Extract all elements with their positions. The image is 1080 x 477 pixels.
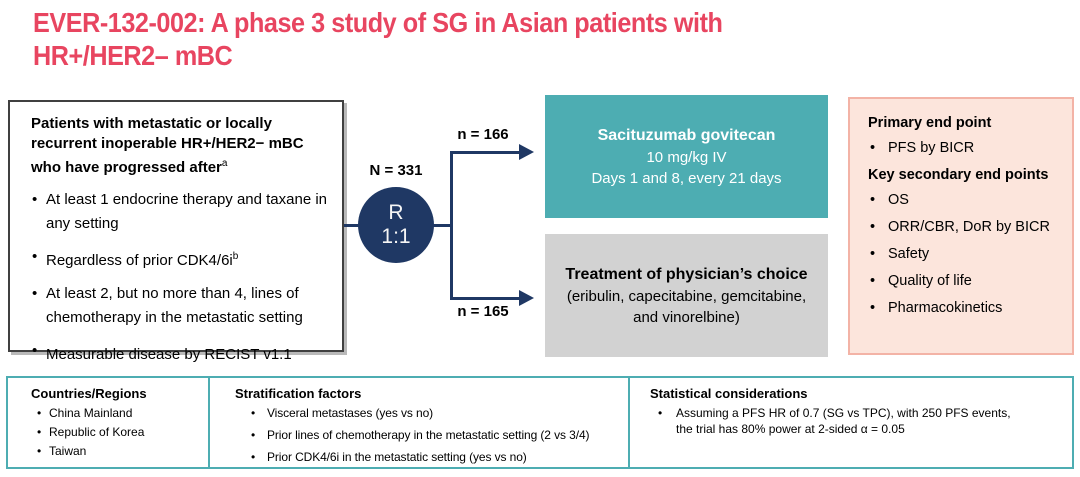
arm2-arrow-line xyxy=(450,297,520,300)
arm1-arrowhead-icon xyxy=(519,144,534,160)
randomization-r: R xyxy=(388,201,404,224)
arm-tpc-box: Treatment of physician’s choice (eribuli… xyxy=(545,234,828,357)
arm1-n-label: n = 166 xyxy=(457,126,509,143)
eligibility-heading: Patients with metastatic or locally recu… xyxy=(31,114,332,178)
randomization-circle: R 1:1 xyxy=(358,187,434,263)
connector-circle-to-branch xyxy=(433,224,452,227)
stratification-list: Visceral metastases (yes vs no) Prior li… xyxy=(235,405,628,465)
connector-box-to-circle xyxy=(344,224,359,227)
eligibility-heading-text: Patients with metastatic or locally recu… xyxy=(31,115,304,176)
eligibility-bullet: Measurable disease by RECIST v1.1 xyxy=(31,341,332,365)
stratification-heading: Stratification factors xyxy=(235,386,362,401)
page-title: EVER-132-002: A phase 3 study of SG in A… xyxy=(33,6,723,72)
statistics-list: Assuming a PFS HR of 0.7 (SG vs TPC), wi… xyxy=(650,405,1072,437)
bullet-text: At least 1 endocrine therapy and taxane … xyxy=(46,191,328,232)
eligibility-bullet: At least 1 endocrine therapy and taxane … xyxy=(31,190,332,234)
bullet-text: At least 2, but no more than 4, lines of… xyxy=(46,285,303,326)
primary-endpoint-list: PFS by BICR xyxy=(868,139,1066,157)
branch-vertical-line xyxy=(450,152,453,300)
arm-tpc-drugs-line2: and vinorelbine) xyxy=(633,308,740,326)
country-item: Taiwan xyxy=(31,443,208,459)
arm-sg-title: Sacituzumab govitecan xyxy=(597,126,776,144)
title-line-2: HR+/HER2– mBC xyxy=(33,40,233,71)
arm-sg-schedule: Days 1 and 8, every 21 days xyxy=(591,169,782,187)
endpoints-box: Primary end point PFS by BICR Key second… xyxy=(848,97,1074,355)
stratification-item: Prior lines of chemotherapy in the metas… xyxy=(235,427,628,443)
countries-list: China Mainland Republic of Korea Taiwan xyxy=(31,405,208,459)
endpoint-bullet: OS xyxy=(868,191,1066,209)
endpoint-bullet: PFS by BICR xyxy=(868,139,1066,157)
arm1-arrow-line xyxy=(450,151,520,154)
statistics-column: Statistical considerations Assuming a PF… xyxy=(630,378,1072,467)
country-item: China Mainland xyxy=(31,405,208,421)
countries-heading: Countries/Regions xyxy=(31,386,147,401)
statistics-heading: Statistical considerations xyxy=(650,386,808,401)
stratification-item: Visceral metastases (yes vs no) xyxy=(235,405,628,421)
secondary-endpoint-heading: Key secondary end points xyxy=(868,167,1049,183)
arm2-arrowhead-icon xyxy=(519,290,534,306)
statistics-line-1: Assuming a PFS HR of 0.7 (SG vs TPC), wi… xyxy=(676,406,1011,420)
bullet-text: Regardless of prior CDK4/6i xyxy=(46,252,233,269)
eligibility-bullet-list: At least 1 endocrine therapy and taxane … xyxy=(31,190,332,365)
bullet-text: Measurable disease by RECIST v1.1 xyxy=(46,346,292,363)
country-item: Republic of Korea xyxy=(31,424,208,440)
arm2-n-label: n = 165 xyxy=(457,303,509,320)
endpoint-bullet: Pharmacokinetics xyxy=(868,299,1066,317)
eligibility-bullet: At least 2, but no more than 4, lines of… xyxy=(31,284,332,328)
randomization-ratio: 1:1 xyxy=(381,225,411,248)
countries-column: Countries/Regions China Mainland Republi… xyxy=(8,378,210,467)
n-total-label: N = 331 xyxy=(369,162,423,179)
secondary-endpoint-list: OS ORR/CBR, DoR by BICR Safety Quality o… xyxy=(868,191,1066,317)
footer-box: Countries/Regions China Mainland Republi… xyxy=(6,376,1074,469)
eligibility-box: Patients with metastatic or locally recu… xyxy=(8,100,344,363)
title-line-1: EVER-132-002: A phase 3 study of SG in A… xyxy=(33,7,723,38)
arm-sg-dose: 10 mg/kg IV xyxy=(646,148,727,166)
arm-tpc-drugs-line1: (eribulin, capecitabine, gemcitabine, xyxy=(566,287,807,305)
endpoint-bullet: Safety xyxy=(868,245,1066,263)
footnote-marker-a: a xyxy=(221,158,228,169)
arm-tpc-title: Treatment of physician’s choice xyxy=(565,265,808,283)
arm-sacituzumab-box: Sacituzumab govitecan 10 mg/kg IV Days 1… xyxy=(545,95,828,218)
endpoint-bullet: Quality of life xyxy=(868,272,1066,290)
primary-endpoint-heading: Primary end point xyxy=(868,115,992,131)
endpoint-bullet: ORR/CBR, DoR by BICR xyxy=(868,218,1066,236)
footnote-marker-b: b xyxy=(232,251,239,262)
stratification-column: Stratification factors Visceral metastas… xyxy=(210,378,630,467)
stratification-item: Prior CDK4/6i in the metastatic setting … xyxy=(235,449,628,465)
eligibility-bullet: Regardless of prior CDK4/6ib xyxy=(31,247,332,271)
statistics-line-2: the trial has 80% power at 2-sided α = 0… xyxy=(676,422,905,436)
statistics-item: Assuming a PFS HR of 0.7 (SG vs TPC), wi… xyxy=(650,405,1072,437)
